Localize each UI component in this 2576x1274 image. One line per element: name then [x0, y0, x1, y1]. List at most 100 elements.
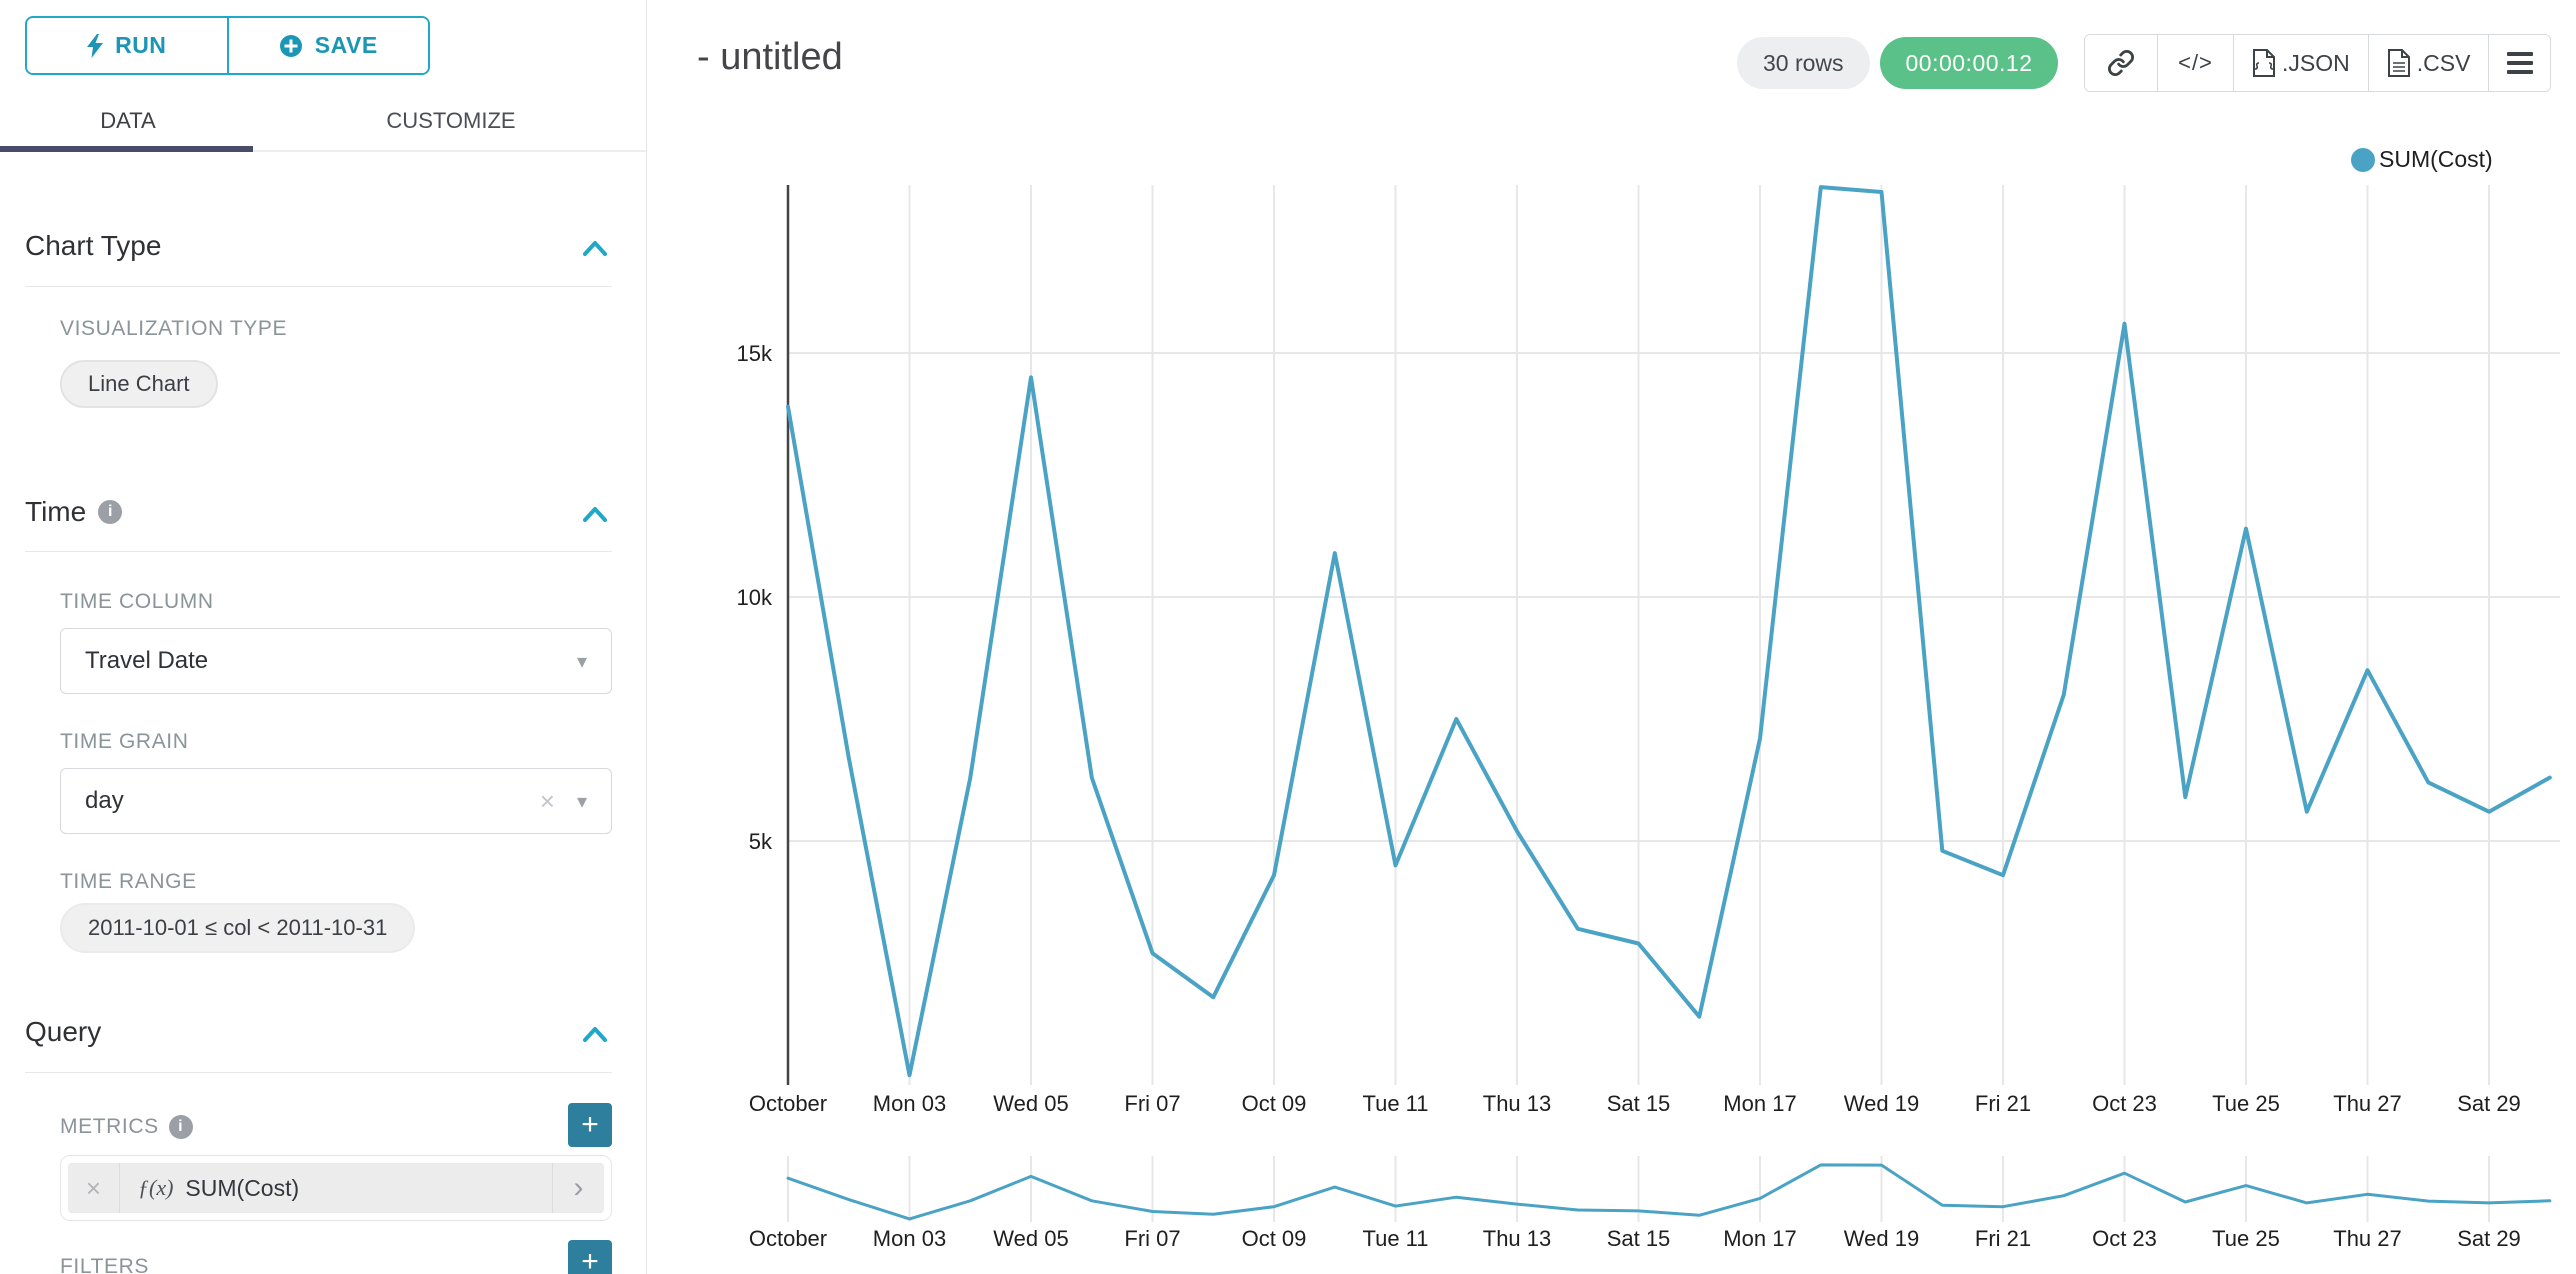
time-range-label: TIME RANGE [60, 870, 197, 893]
svg-text:Fri 21: Fri 21 [1975, 1226, 2031, 1251]
filters-label: FILTERS [60, 1255, 149, 1274]
svg-text:10k: 10k [737, 585, 773, 610]
save-button[interactable]: SAVE [226, 18, 428, 73]
svg-text:October: October [749, 1091, 827, 1116]
tab-customize[interactable]: CUSTOMIZE [386, 108, 516, 133]
section-title-time: Time i [25, 496, 123, 528]
sidebar-tabs: DATA CUSTOMIZE [0, 92, 647, 152]
tab-data[interactable]: DATA [100, 108, 156, 133]
menu-icon [2506, 52, 2533, 74]
svg-text:Thu 27: Thu 27 [2333, 1091, 2402, 1116]
time-grain-label: TIME GRAIN [60, 730, 189, 753]
svg-text:Wed 05: Wed 05 [993, 1091, 1068, 1116]
time-range-chip[interactable]: 2011-10-01 ≤ col < 2011-10-31 [60, 903, 416, 953]
svg-text:Mon 17: Mon 17 [1723, 1091, 1796, 1116]
svg-text:Fri 07: Fri 07 [1124, 1226, 1180, 1251]
info-icon[interactable]: i [98, 500, 123, 524]
time-section-label: Time [25, 496, 87, 527]
active-tab-underline [0, 146, 253, 152]
filters-label-text: FILTERS [60, 1255, 149, 1274]
svg-text:Sat 29: Sat 29 [2457, 1226, 2521, 1251]
caret-down-icon: ▾ [576, 650, 587, 673]
svg-text:Mon 17: Mon 17 [1723, 1226, 1796, 1251]
export-json-button[interactable]: .JSON [2233, 35, 2368, 91]
tabs-bottom-border [0, 150, 647, 152]
function-icon: ƒ(x) [138, 1175, 174, 1200]
svg-text:Thu 27: Thu 27 [2333, 1226, 2402, 1251]
query-timer-badge: 00:00:00.12 [1880, 37, 2058, 89]
metrics-label-text: METRICS [60, 1115, 159, 1138]
export-csv-button[interactable]: .CSV [2367, 35, 2489, 91]
section-divider [25, 551, 612, 552]
expand-metric-chevron-icon[interactable]: › [552, 1163, 604, 1213]
svg-text:Sat 29: Sat 29 [2457, 1091, 2521, 1116]
more-options-button[interactable] [2488, 35, 2551, 91]
plus-circle-icon [279, 34, 302, 57]
run-button[interactable]: RUN [27, 18, 227, 73]
section-divider [25, 286, 612, 287]
section-divider [25, 1072, 612, 1073]
visualization-type-label: VISUALIZATION TYPE [60, 317, 288, 340]
time-column-select[interactable]: Travel Date ▾ [60, 628, 612, 694]
clear-icon[interactable]: × [539, 785, 555, 816]
svg-text:Fri 21: Fri 21 [1975, 1091, 2031, 1116]
export-json-label: .JSON [2282, 49, 2350, 76]
chevron-up-icon[interactable] [583, 240, 607, 256]
svg-text:Thu 13: Thu 13 [1483, 1091, 1552, 1116]
line-chart[interactable]: October October Mon 03 Mon 03 Wed 05 Wed 05 Fr… [648, 0, 2576, 1274]
remove-metric-icon[interactable]: × [68, 1163, 120, 1213]
svg-text:Thu 13: Thu 13 [1483, 1226, 1552, 1251]
code-icon: </> [2178, 50, 2213, 75]
metric-name: SUM(Cost) [185, 1174, 300, 1201]
info-icon[interactable]: i [168, 1115, 193, 1139]
time-column-label: TIME COLUMN [60, 590, 214, 613]
add-filter-button[interactable]: + [568, 1240, 612, 1274]
svg-text:Sat 15: Sat 15 [1607, 1226, 1671, 1251]
time-grain-select[interactable]: day × ▾ [60, 768, 612, 834]
row-count-badge: 30 rows [1737, 37, 1870, 89]
svg-text:Oct 09: Oct 09 [1242, 1226, 1307, 1251]
chevron-up-icon[interactable] [583, 506, 607, 522]
legend-label: SUM(Cost) [2379, 146, 2493, 172]
caret-down-icon: ▾ [576, 790, 587, 813]
export-toolbar: </> .JSON .CSV [2084, 34, 2552, 92]
legend-dot [2351, 147, 2375, 172]
svg-text:Tue 11: Tue 11 [1362, 1091, 1428, 1116]
metrics-label: METRICS i [60, 1115, 193, 1139]
svg-text:Oct 09: Oct 09 [1242, 1091, 1307, 1116]
section-title-query: Query [25, 1016, 102, 1047]
svg-text:Wed 05: Wed 05 [993, 1226, 1068, 1251]
metric-content: ƒ(x) SUM(Cost) [120, 1163, 552, 1213]
legend-item-sum-cost[interactable]: SUM(Cost) [2351, 146, 2493, 173]
chart-panel: - untitled 30 rows 00:00:00.12 </> .JSON… [648, 0, 2576, 1274]
save-button-label: SAVE [314, 32, 378, 58]
svg-text:Tue 11: Tue 11 [1362, 1226, 1428, 1251]
time-column-value: Travel Date [85, 647, 209, 674]
run-save-button-group: RUN SAVE [25, 16, 430, 75]
svg-text:Oct 23: Oct 23 [2092, 1091, 2157, 1116]
control-sidebar: RUN SAVE DATA CUSTOMIZE Chart Type VISUA… [0, 0, 647, 1274]
svg-text:October: October [749, 1226, 827, 1251]
link-icon [2108, 50, 2134, 76]
svg-text:Fri 07: Fri 07 [1124, 1091, 1180, 1116]
svg-text:5k: 5k [749, 829, 773, 854]
svg-text:Tue 25: Tue 25 [2212, 1091, 2280, 1116]
svg-text:Sat 15: Sat 15 [1607, 1091, 1671, 1116]
metric-item[interactable]: × ƒ(x) SUM(Cost) › [60, 1155, 612, 1221]
time-grain-value: day [85, 787, 124, 814]
section-title-chart-type: Chart Type [25, 230, 162, 261]
svg-text:Wed 19: Wed 19 [1844, 1226, 1919, 1251]
metric-pill: × ƒ(x) SUM(Cost) › [68, 1163, 604, 1213]
export-csv-label: .CSV [2416, 49, 2471, 76]
svg-text:15k: 15k [737, 341, 773, 366]
svg-text:Mon 03: Mon 03 [873, 1091, 946, 1116]
chevron-up-icon[interactable] [583, 1026, 607, 1042]
lightning-bolt-icon [87, 33, 104, 58]
embed-code-button[interactable]: </> [2157, 35, 2233, 91]
svg-text:Tue 25: Tue 25 [2212, 1226, 2280, 1251]
visualization-type-chip[interactable]: Line Chart [60, 360, 218, 408]
add-metric-button[interactable]: + [568, 1103, 612, 1147]
svg-text:Oct 23: Oct 23 [2092, 1226, 2157, 1251]
copy-link-button[interactable] [2085, 35, 2157, 91]
